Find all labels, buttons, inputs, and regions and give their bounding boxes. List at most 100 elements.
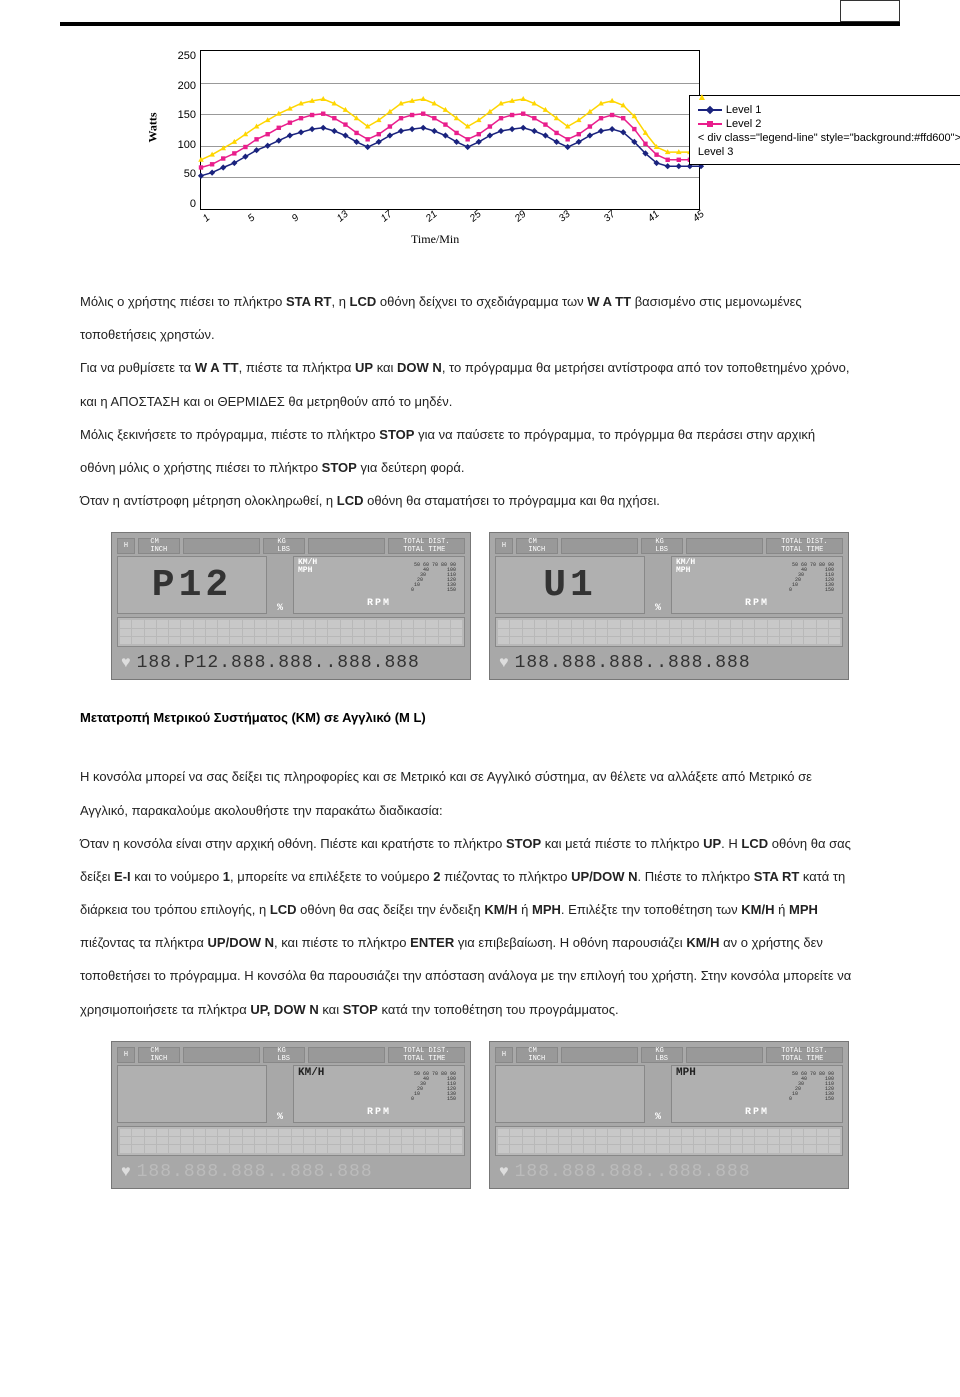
text: 1	[223, 869, 230, 884]
key-up: UP	[355, 360, 373, 375]
key-stop: STOP	[322, 460, 357, 475]
percent-label: %	[648, 1065, 668, 1123]
text: Μόλις ξεκινήσετε το πρόγραμμα, πιέστε το…	[80, 427, 379, 442]
text: δείξει	[80, 869, 114, 884]
lcd-matrix	[495, 1126, 843, 1156]
section-heading: Μετατροπή Μετρικού Συστήματος (KM) σε Αγ…	[80, 710, 880, 725]
xtick: 9	[290, 210, 305, 225]
lcd-panel-u1: H CMINCH KGLBS TOTAL DIST.TOTAL TIME U1 …	[489, 532, 849, 680]
text: οθόνη θα σταματήσει το πρόγραμμα και θα …	[363, 493, 659, 508]
text: KM/H	[686, 935, 719, 950]
text: και	[373, 360, 397, 375]
chart-plot-area: 1 5 9 13 17 21 25 29 33 37 41 45 Time/Mi…	[200, 50, 700, 210]
text: E-I	[114, 869, 131, 884]
text: και	[319, 1002, 343, 1017]
text: πιέζοντας το πλήκτρο	[441, 869, 572, 884]
text: , το πρόγραμμα θα μετρήσει αντίστροφα απ…	[442, 360, 850, 375]
lcd-row-2: H CMINCH KGLBS TOTAL DIST.TOTAL TIME % K…	[80, 1041, 880, 1189]
xtick: 29	[513, 210, 528, 225]
chart-y-label: Watts	[146, 113, 161, 143]
kmh-label: KM/HMPH	[676, 559, 695, 575]
key-start: STA RT	[286, 294, 332, 309]
xtick: 5	[246, 210, 261, 225]
text-lcd: LCD	[270, 902, 297, 917]
text: και η ΑΠΟΣΤΑΣΗ και οι ΘΕΡΜΙΔΕΣ θα μετρηθ…	[80, 386, 880, 417]
text: και μετά πιέστε το πλήκτρο	[541, 836, 703, 851]
rpm-label: RPM	[367, 1107, 391, 1118]
chart-x-ticks: 1 5 9 13 17 21 25 29 33 37 41 45	[201, 216, 701, 227]
key-stop: STOP	[343, 1002, 378, 1017]
lcd-matrix	[117, 617, 465, 647]
text: . Η	[721, 836, 741, 851]
page-top-rule	[60, 22, 900, 26]
heart-icon: ♥	[499, 1163, 509, 1181]
text: Για να ρυθμίσετε τα	[80, 360, 195, 375]
text: και το νούμερο	[131, 869, 223, 884]
legend-item: Level 2	[698, 118, 960, 130]
key-enter: ENTER	[410, 935, 454, 950]
kmh-label: KM/HMPH	[298, 559, 317, 575]
lcd-panel-kmh: H CMINCH KGLBS TOTAL DIST.TOTAL TIME % K…	[111, 1041, 471, 1189]
ytick: 100	[170, 139, 196, 151]
lcd-bottom-segment: 188.888.888..888.888	[137, 1162, 373, 1182]
text: , και πιέστε το πλήκτρο	[274, 935, 410, 950]
xtick: 33	[557, 210, 572, 225]
xtick: 1	[201, 210, 216, 225]
mph-label-active: MPH	[676, 1068, 696, 1079]
lcd-main-segment: P12	[117, 556, 267, 614]
text: διάρκεια του τρόπου επιλογής, η	[80, 902, 270, 917]
lcd-bottom-segment: 188.888.888..888.888	[515, 1162, 751, 1182]
lcd-matrix	[495, 617, 843, 647]
percent-label: %	[648, 556, 668, 614]
text: οθόνη θα σας	[768, 836, 851, 851]
rpm-label: RPM	[745, 598, 769, 609]
text-watt: W A TT	[587, 294, 631, 309]
legend-label: Level 1	[726, 104, 761, 116]
text: οθόνη δείχνει το σχεδιάγραμμα των	[376, 294, 587, 309]
heart-icon: ♥	[121, 1163, 131, 1181]
heart-icon: ♥	[499, 654, 509, 672]
page-corner-marker	[840, 0, 900, 22]
rpm-label: RPM	[745, 1107, 769, 1118]
text: χρησιμοποιήσετε τα πλήκτρα	[80, 1002, 250, 1017]
rpm-label: RPM	[367, 598, 391, 609]
ytick: 150	[170, 109, 196, 121]
text-lcd: LCD	[741, 836, 768, 851]
text: τοποθετήσει το πρόγραμμα. Η κονσόλα θα π…	[80, 960, 880, 991]
text-watt: W A TT	[195, 360, 239, 375]
text: ή	[775, 902, 789, 917]
key-down: DOW N	[397, 360, 442, 375]
text: , μπορείτε να επιλέξετε το νούμερο	[230, 869, 433, 884]
text: αν ο χρήστης δεν	[720, 935, 823, 950]
lcd-matrix	[117, 1126, 465, 1156]
chart-y-axis: 250 200 150 100 50 0	[170, 50, 196, 210]
key-updown: UP/DOW N	[571, 869, 637, 884]
text: πιέζοντας τα πλήκτρα	[80, 935, 208, 950]
xtick: 17	[379, 210, 394, 225]
key-up: UP	[703, 836, 721, 851]
text: MPH	[532, 902, 561, 917]
xtick: 25	[468, 210, 483, 225]
text: για να παύσετε το πρόγραμμα, το πρόγρμμα…	[414, 427, 815, 442]
text: . Πιέστε το πλήκτρο	[638, 869, 754, 884]
text: Όταν η κονσόλα είναι στην αρχική οθόνη. …	[80, 836, 506, 851]
lcd-bottom-segment: 188.P12.888.888..888.888	[137, 653, 420, 673]
text: για δεύτερη φορά.	[357, 460, 465, 475]
legend-item: < div class="legend-line" style="backgro…	[698, 132, 960, 144]
legend-label: Level 3	[698, 146, 733, 158]
text: Η κονσόλα μπορεί να σας δείξει τις πληρο…	[80, 761, 880, 792]
text: 2	[433, 869, 440, 884]
legend-item: Level 1	[698, 104, 960, 116]
legend-label: Level 2	[726, 118, 761, 130]
key-stop: STOP	[506, 836, 541, 851]
ytick: 0	[170, 198, 196, 210]
text: οθόνη μόλις ο χρήστης πιέσει το πλήκτρο	[80, 460, 322, 475]
ytick: 200	[170, 80, 196, 92]
lcd-panel-p12: H CMINCH KGLBS TOTAL DIST.TOTAL TIME P12…	[111, 532, 471, 680]
heart-icon: ♥	[121, 654, 131, 672]
key-start: STA RT	[754, 869, 800, 884]
chart-x-label: Time/Min	[411, 232, 459, 247]
paragraph-block-2: Η κονσόλα μπορεί να σας δείξει τις πληρο…	[80, 761, 880, 1025]
lcd-main-segment	[495, 1065, 645, 1123]
text: οθόνη θα σας δείξει την ένδειξη	[297, 902, 485, 917]
